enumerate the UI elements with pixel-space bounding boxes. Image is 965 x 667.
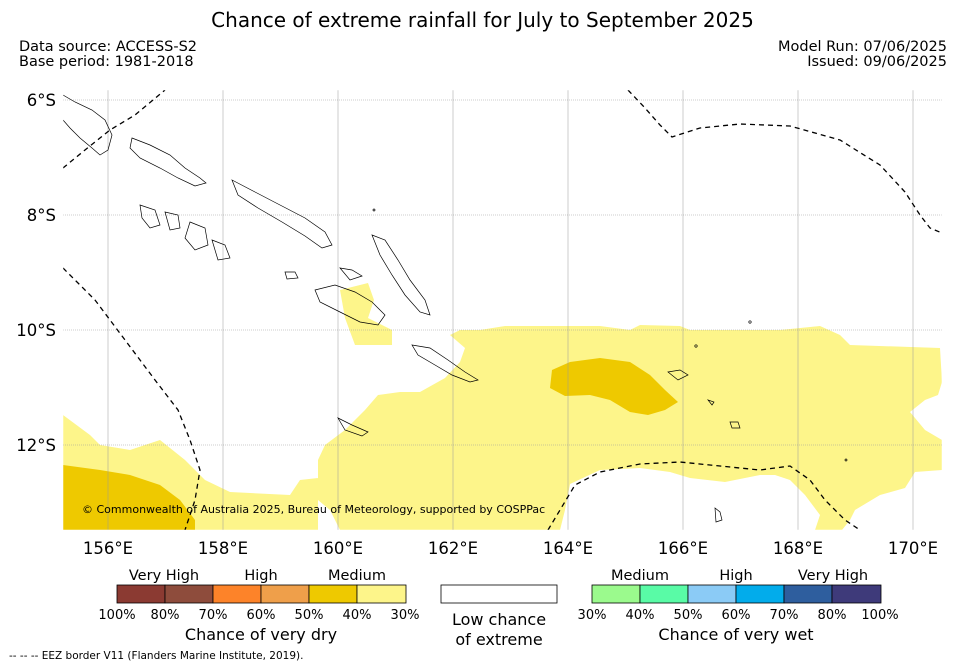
lon-label-168e: 168°E <box>773 539 823 558</box>
model-run: Model Run: 07/06/2025 <box>777 39 947 55</box>
eez-solomon-west <box>63 267 201 530</box>
lat-label-6s: 6°S <box>27 91 56 110</box>
base-period: Base period: 1981-2018 <box>19 54 194 70</box>
lon-label-164e: 164°E <box>543 539 593 558</box>
coast-makira <box>411 344 479 383</box>
legend-dry-swatch-3 <box>212 584 262 604</box>
lon-label-162e: 162°E <box>428 539 478 558</box>
legend-wet-label-high: High <box>719 568 752 584</box>
legend-wet-swatch-3 <box>687 584 737 604</box>
legend-dry-swatches <box>116 584 407 604</box>
legend-wet-label-medium: Medium <box>611 568 669 584</box>
legend-wet: Medium High Very High 30% 40% 50% 60% 70… <box>578 568 899 644</box>
legend-dry-title: Chance of very dry <box>185 625 337 644</box>
graticule <box>63 90 942 530</box>
legend-wet-tick: 80% <box>818 608 847 623</box>
legend-wet-swatch-1 <box>591 584 641 604</box>
legend-dry-tick: 70% <box>199 608 228 623</box>
meta-left: Data source: ACCESS-S2 Base period: 1981… <box>19 40 197 70</box>
legend-dry-tick: 60% <box>247 608 276 623</box>
legend-wet-swatch-4 <box>735 584 785 604</box>
islet-1 <box>694 344 698 348</box>
legend-dry-label-high: High <box>244 568 277 584</box>
copyright-text: © Commonwealth of Australia 2025, Bureau… <box>82 503 545 516</box>
eez-vanuatu <box>547 461 861 530</box>
coast-vanuatu-north <box>714 507 723 523</box>
dry-40-50-region-sw <box>63 465 195 530</box>
legend-low-line1: Low chance <box>452 610 546 629</box>
map-frame <box>62 89 943 531</box>
coast-santa-isabel <box>231 179 333 249</box>
legend-wet-tick: 70% <box>770 608 799 623</box>
legend-dry-swatch-4 <box>260 584 310 604</box>
coast-duff <box>706 399 741 429</box>
lon-label-166e: 166°E <box>658 539 708 558</box>
lat-label-8s: 8°S <box>27 206 56 225</box>
legend-dry-tick: 100% <box>98 608 135 623</box>
legend-wet-tick: 30% <box>578 608 607 623</box>
legend-wet-swatch-5 <box>783 584 833 604</box>
legend-low-swatch <box>440 584 558 604</box>
legend-dry: Very High High Medium 100% 80% 70% 60% 5… <box>98 568 419 644</box>
data-source: Data source: ACCESS-S2 <box>19 39 198 55</box>
legend-dry-label-very-high: Very High <box>129 568 199 584</box>
meta-right: Model Run: 07/06/2025 Issued: 09/06/2025 <box>778 40 947 70</box>
coast-rennell <box>337 417 369 437</box>
coast-new-georgia <box>139 204 231 261</box>
eez-nauru <box>627 90 942 234</box>
legend-dry-tick: 40% <box>343 608 372 623</box>
dry-40-50-region <box>550 358 678 415</box>
coast-guadalcanal <box>314 284 386 326</box>
legend-wet-swatches <box>591 584 882 604</box>
lat-label-12s: 12°S <box>16 436 56 455</box>
legend-dry-swatch-2 <box>164 584 214 604</box>
legend-wet-tick: 60% <box>722 608 751 623</box>
coast-russell <box>284 271 299 280</box>
dry-30-40-region <box>63 283 942 530</box>
legend-wet-tick: 40% <box>626 608 655 623</box>
map-area <box>63 90 942 530</box>
coast-florida <box>339 267 363 281</box>
legend-dry-swatch-6 <box>356 584 407 604</box>
lon-label-158e: 158°E <box>198 539 248 558</box>
lat-label-10s: 10°S <box>16 321 56 340</box>
legend-dry-swatch-1 <box>116 584 166 604</box>
lon-label-160e: 160°E <box>313 539 363 558</box>
legend-wet-label-very-high: Very High <box>798 568 868 584</box>
issued-date: Issued: 09/06/2025 <box>807 54 947 70</box>
legend-low: Low chance of extreme <box>440 584 558 649</box>
legend-dry-swatch-5 <box>308 584 358 604</box>
lon-label-156e: 156°E <box>83 539 133 558</box>
footnote: -- -- -- EEZ border V11 (Flanders Marine… <box>9 650 304 662</box>
coastlines <box>63 94 848 523</box>
legend-wet-tick: 50% <box>674 608 703 623</box>
legend-low-line2: of extreme <box>455 630 542 649</box>
legend-dry-tick: 50% <box>295 608 324 623</box>
legend-wet-tick: 100% <box>861 608 898 623</box>
islet-2 <box>748 320 752 324</box>
eez-borders <box>63 90 942 530</box>
islet-4 <box>372 208 376 212</box>
legend-wet-swatch-2 <box>639 584 689 604</box>
coast-bougainville <box>63 94 113 156</box>
eez-solomon-north <box>63 90 166 169</box>
islet-3 <box>844 458 848 462</box>
legend-wet-title: Chance of very wet <box>658 625 813 644</box>
chart-title: Chance of extreme rainfall for July to S… <box>211 8 754 32</box>
legend-dry-tick: 30% <box>391 608 420 623</box>
legend-dry-tick: 80% <box>151 608 180 623</box>
lon-label-170e: 170°E <box>888 539 938 558</box>
coast-santa-cruz <box>667 369 689 381</box>
legend-dry-label-medium: Medium <box>328 568 386 584</box>
legend-wet-swatch-6 <box>831 584 882 604</box>
coast-choiseul <box>129 137 207 187</box>
coast-malaita <box>371 234 431 316</box>
